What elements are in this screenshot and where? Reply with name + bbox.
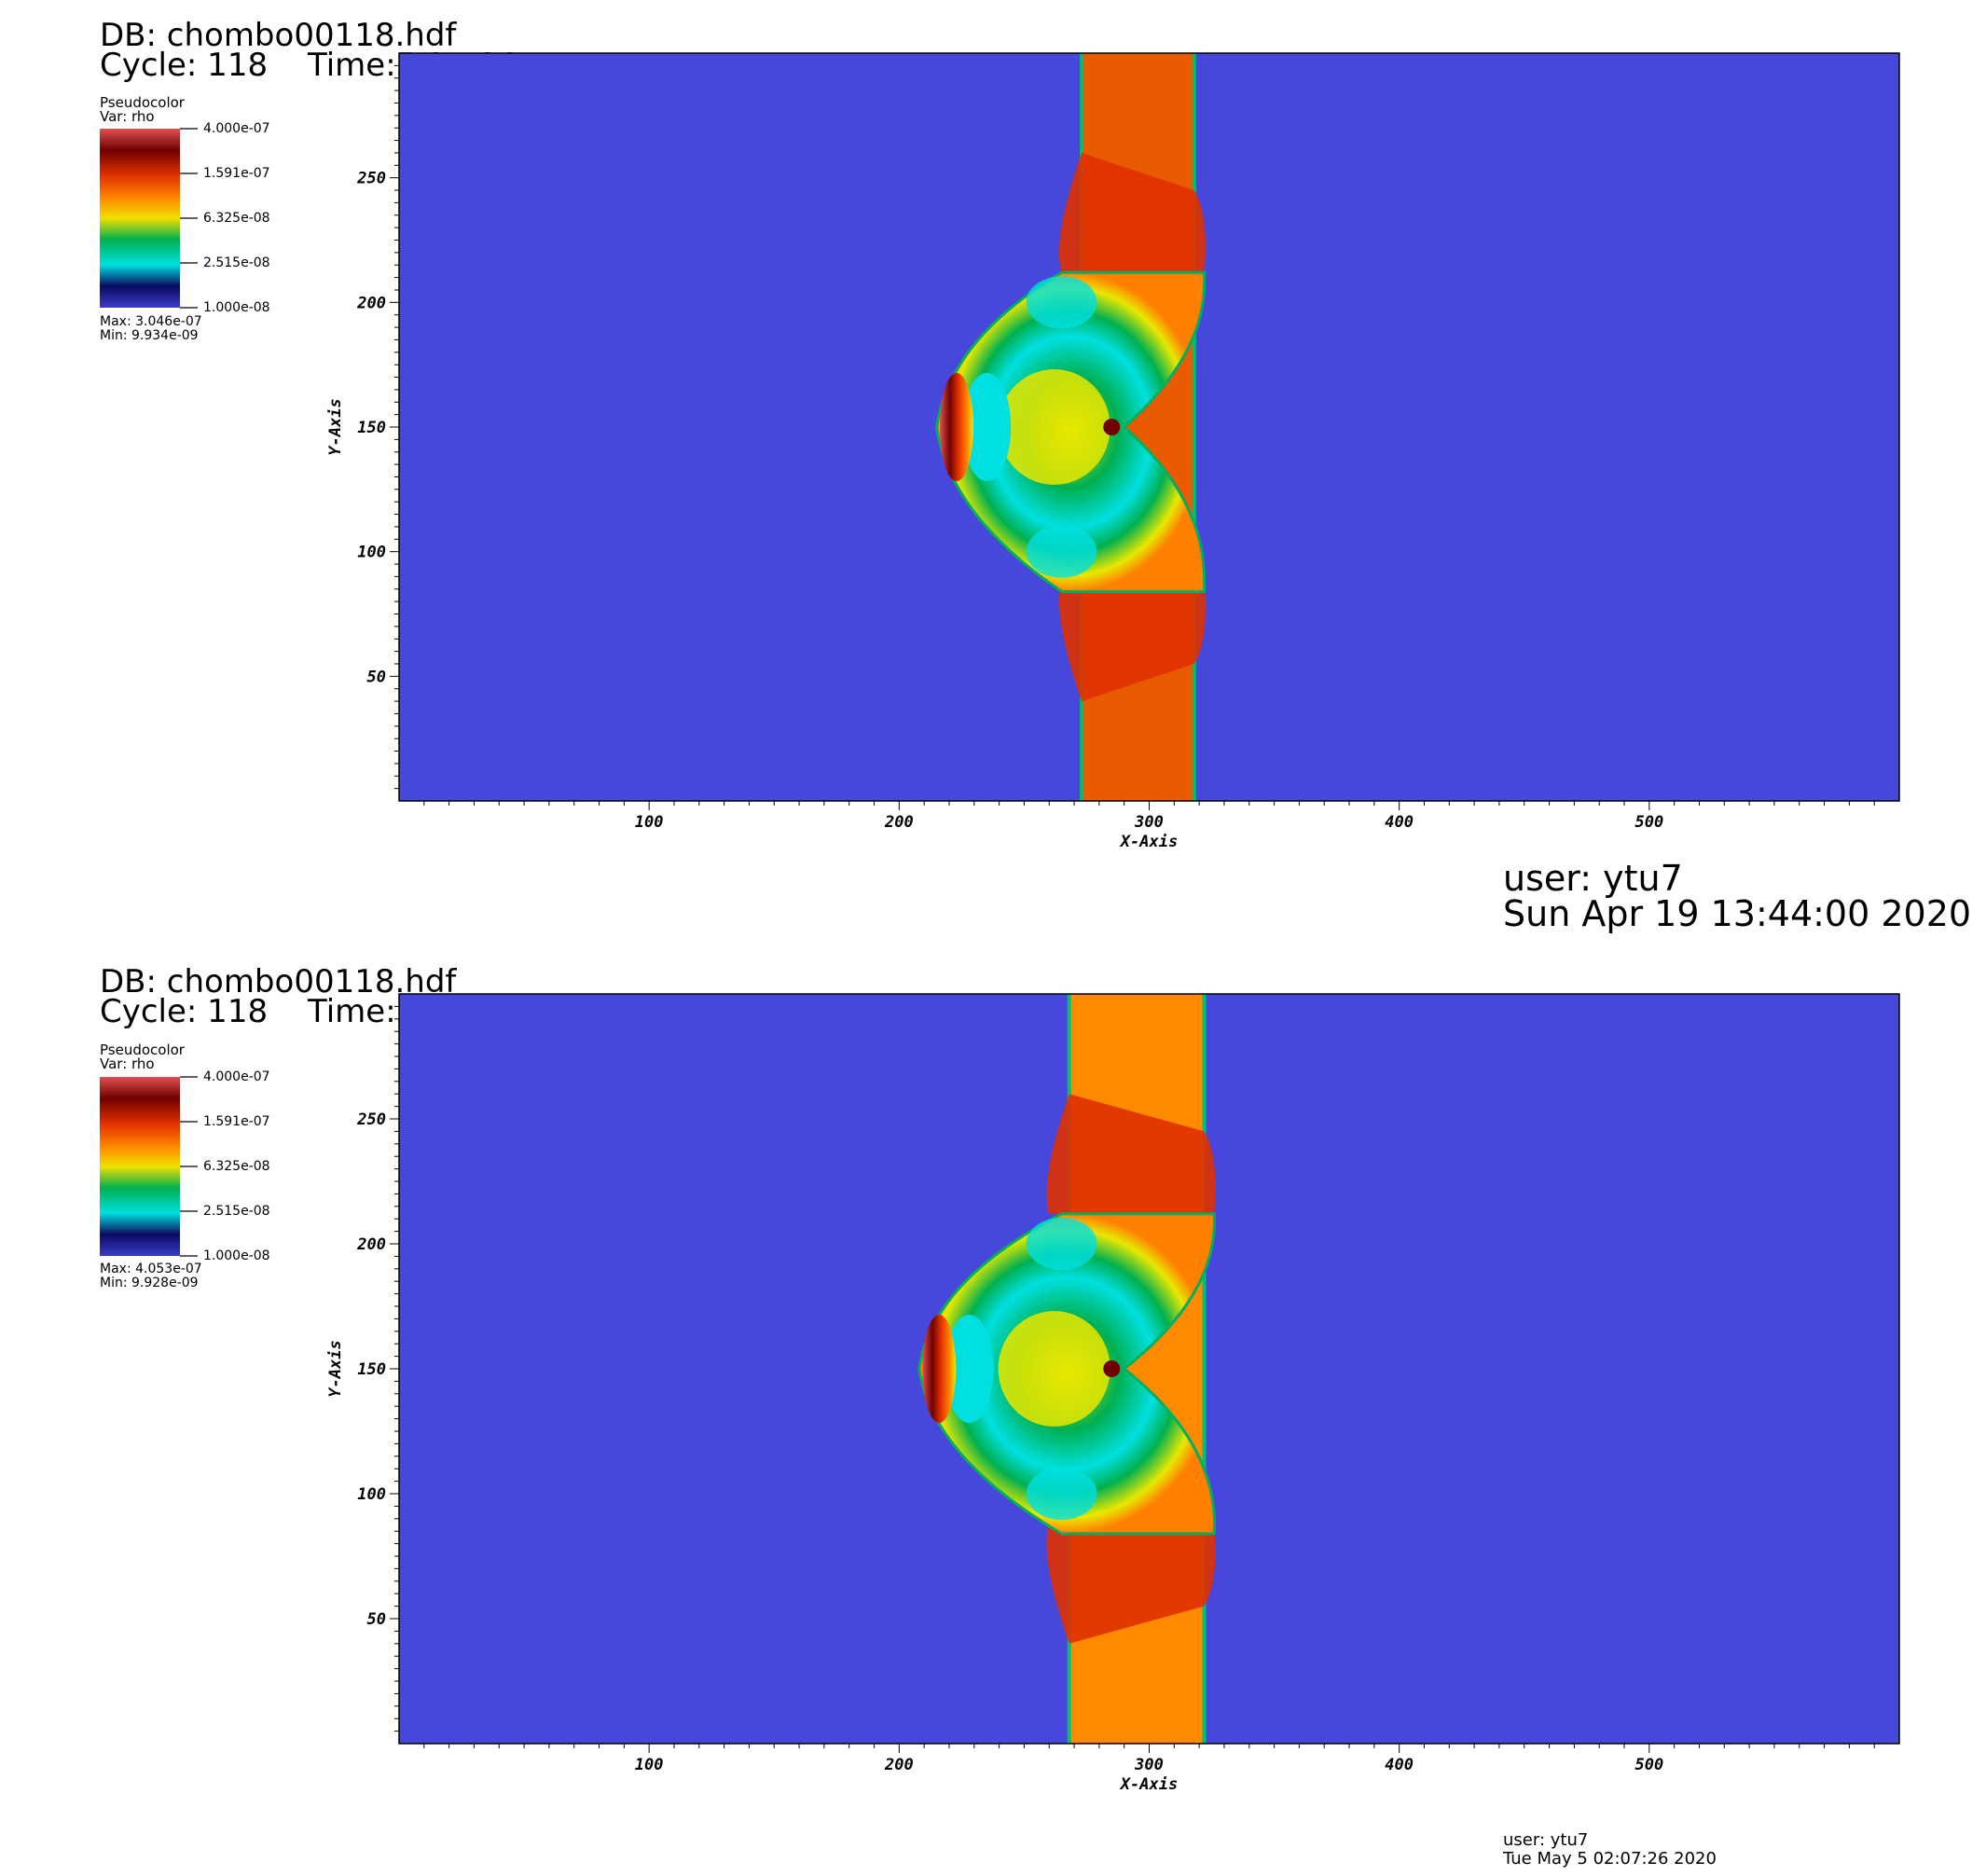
x-tick-label: 300 [1134, 1756, 1164, 1774]
x-tick-label: 300 [1134, 813, 1164, 832]
cavity-upper [1026, 1218, 1097, 1270]
cavity-lower [1026, 525, 1097, 578]
legend-tick-1: 4.000e-07 [203, 1069, 270, 1084]
central-dome [998, 1311, 1110, 1427]
legend-max: Max: 3.046e-07 [100, 314, 202, 329]
y-tick-label: 100 [357, 544, 386, 562]
legend-title: Pseudocolor [100, 94, 185, 111]
dense-nose [922, 1315, 957, 1423]
x-axis-label: X-Axis [1119, 833, 1178, 851]
x-axis-label: X-Axis [1119, 1775, 1178, 1794]
legend-title: Pseudocolor [100, 1041, 185, 1058]
colorbar [100, 1077, 180, 1256]
db-label: DB: chombo00118.hdf [100, 963, 457, 1000]
upper-lobe [1046, 1094, 1216, 1214]
cycle-label: Cycle: 118 [100, 993, 269, 1030]
x-tick-label: 100 [635, 813, 664, 832]
x-tick-label: 500 [1634, 1756, 1663, 1774]
x-tick-label: 400 [1385, 1756, 1414, 1774]
upper-lobe [1058, 152, 1206, 273]
y-tick-label: 150 [357, 1360, 386, 1379]
inner-cavity [962, 373, 1012, 481]
legend-var: Var: rho [100, 108, 155, 125]
y-tick-label: 200 [356, 1235, 386, 1254]
user-label: user: ytu7 [1503, 1830, 1589, 1850]
legend-min: Min: 9.934e-09 [100, 328, 199, 343]
heatmap-field [399, 994, 1899, 1744]
x-tick-label: 500 [1634, 813, 1663, 832]
cavity-upper [1026, 276, 1097, 329]
minor-ticks [390, 64, 1875, 810]
date-label: Tue May 5 02:07:26 2020 [1503, 1849, 1717, 1869]
legend-tick-2: 1.591e-07 [203, 166, 270, 181]
x-tick-label: 100 [635, 1756, 664, 1774]
colorbar [100, 129, 180, 308]
y-tick-label: 250 [356, 170, 386, 188]
density-knot [1103, 419, 1121, 435]
lower-lobe [1058, 581, 1206, 702]
db-label: DB: chombo00118.hdf [100, 17, 457, 54]
minor-ticks [390, 1005, 1875, 1753]
y-tick-label: 50 [367, 668, 386, 686]
heatmap-field [399, 53, 1899, 801]
y-axis-label: Y-Axis [326, 1340, 345, 1397]
legend-tick-1: 4.000e-07 [203, 121, 270, 136]
y-tick-label: 250 [356, 1110, 386, 1129]
dense-nose [940, 373, 974, 481]
y-tick-label: 50 [367, 1610, 386, 1629]
inner-cavity [945, 1315, 994, 1423]
legend-tick-3: 6.325e-08 [203, 211, 270, 226]
y-axis-label: Y-Axis [326, 398, 345, 455]
legend-var: Var: rho [100, 1055, 155, 1072]
legend-tick-5: 1.000e-08 [203, 1248, 270, 1263]
legend-tick-2: 1.591e-07 [203, 1114, 270, 1129]
y-tick-label: 150 [357, 419, 386, 437]
x-tick-label: 400 [1385, 813, 1414, 832]
x-tick-label: 200 [884, 813, 914, 832]
y-tick-label: 200 [356, 294, 386, 312]
cavity-lower [1026, 1468, 1097, 1520]
legend-tick-3: 6.325e-08 [203, 1159, 270, 1174]
x-tick-label: 200 [884, 1756, 914, 1774]
lower-lobe [1046, 1524, 1216, 1644]
legend-max: Max: 4.053e-07 [100, 1262, 202, 1276]
central-dome [998, 369, 1110, 485]
legend-min: Min: 9.928e-09 [100, 1276, 199, 1290]
legend-tick-5: 1.000e-08 [203, 300, 270, 315]
legend-tick-4: 2.515e-08 [203, 1204, 270, 1219]
cycle-label: Cycle: 118 [100, 47, 269, 84]
date-label: Sun Apr 19 13:44:00 2020 [1503, 893, 1972, 934]
legend-tick-4: 2.515e-08 [203, 255, 270, 270]
density-knot [1103, 1360, 1121, 1377]
y-tick-label: 100 [357, 1485, 386, 1504]
user-label: user: ytu7 [1503, 858, 1683, 899]
